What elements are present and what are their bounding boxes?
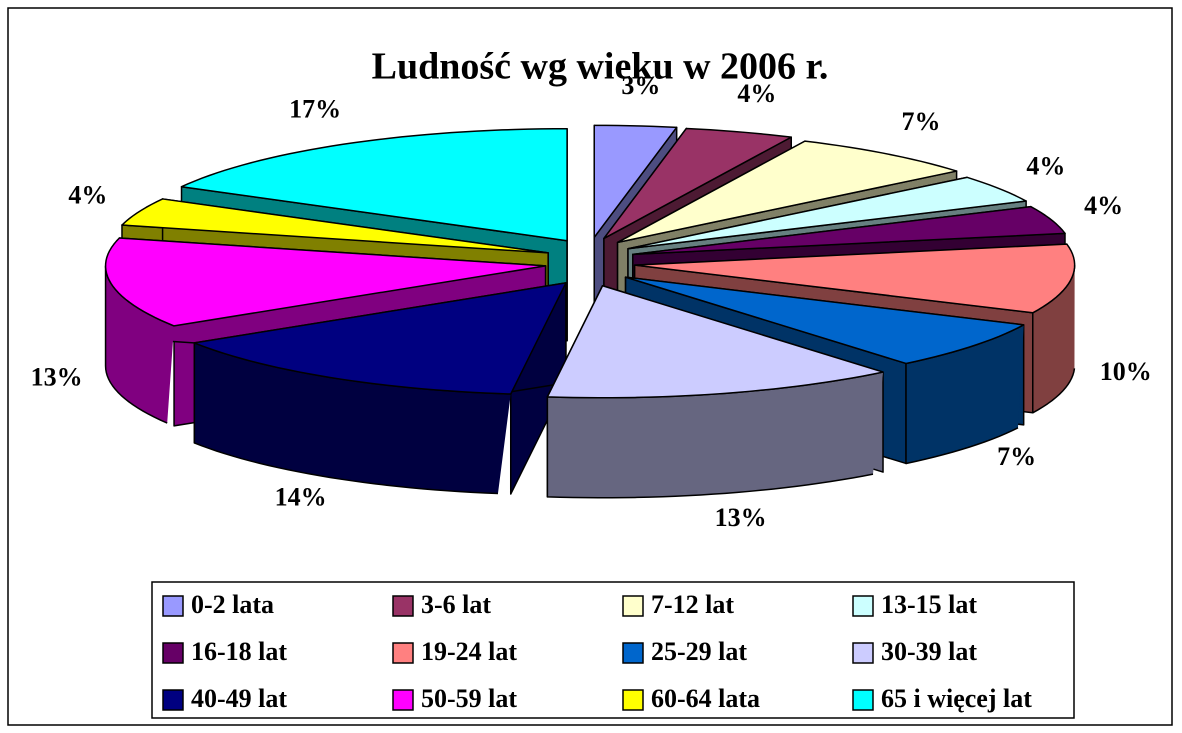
legend-swatch [162,689,184,711]
legend-swatch [392,689,414,711]
chart-title: Ludność wg wieku w 2006 r. [372,46,829,88]
legend-label: 7-12 lat [651,590,734,619]
value-label: 17% [289,95,341,124]
legend-swatch [852,689,874,711]
slice [616,140,958,244]
slice [180,127,568,242]
legend-label: 13-15 lat [881,590,977,619]
value-label: 7% [997,442,1036,471]
value-label: 4% [737,79,776,108]
slice [633,243,1076,314]
slice [104,237,547,327]
legend-label: 65 i więcej lat [881,684,1032,713]
legend-swatch [622,642,644,664]
legend-swatch [852,642,874,664]
pie: 3% 4% 7% 4% 4% 10% 7% 13% 14% 13% 4% 17% [31,71,1152,532]
slice [627,176,1027,250]
value-label: 7% [901,107,940,136]
legend-label: 16-18 lat [191,637,287,666]
slice [632,205,1066,256]
legend-label: 60-64 lata [651,684,760,713]
legend-swatch [162,595,184,617]
legend-swatch [622,595,644,617]
value-label: 13% [31,362,83,391]
legend: 0-2 lata 3-6 lat 7-12 lat 13-15 lat 16-18 la… [162,590,1032,713]
legend-label: 19-24 lat [421,637,517,666]
slice [624,276,1025,365]
legend-box [151,581,1075,719]
value-label: 3% [621,71,660,100]
slice [121,198,549,254]
legend-swatch [622,689,644,711]
legend-label: 0-2 lata [191,590,274,619]
slice [193,282,567,395]
legend-label: 25-29 lat [651,637,747,666]
slice [546,285,884,399]
legend-swatch [162,642,184,664]
legend-label: 3-6 lat [421,590,491,619]
legend-swatch [392,595,414,617]
legend-label: 50-59 lat [421,684,517,713]
slice [603,127,792,240]
legend-swatch [392,642,414,664]
value-label: 4% [68,181,107,210]
legend-swatch [852,595,874,617]
value-label: 4% [1026,151,1065,180]
value-label: 13% [715,503,767,532]
legend-label: 30-39 lat [881,637,977,666]
slice [593,124,678,239]
legend-label: 40-49 lat [191,684,287,713]
value-label: 4% [1084,191,1123,220]
value-label: 10% [1100,357,1152,386]
value-label: 14% [275,483,327,512]
